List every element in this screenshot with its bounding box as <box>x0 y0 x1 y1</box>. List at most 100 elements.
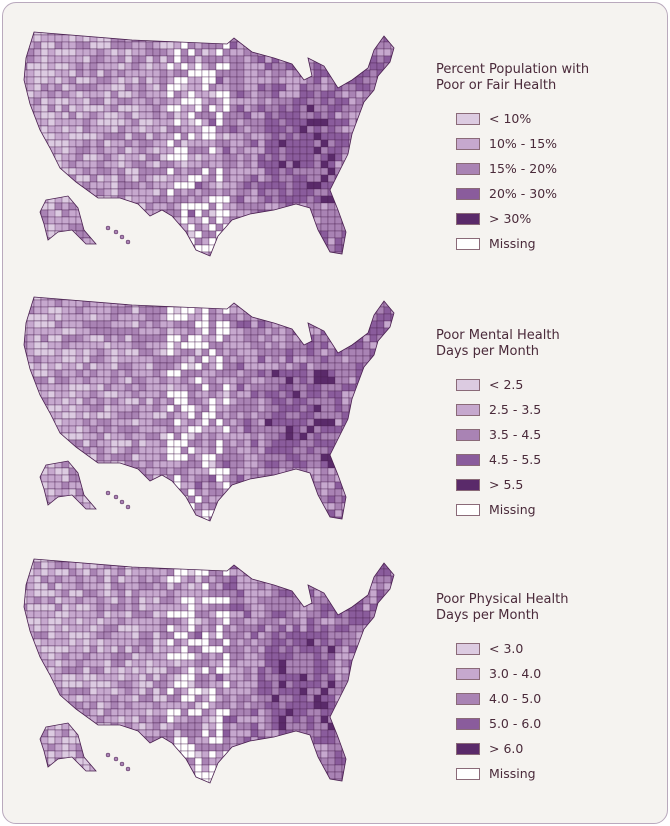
county <box>278 139 287 148</box>
county <box>390 327 394 336</box>
county <box>236 90 245 99</box>
county <box>327 118 336 127</box>
county <box>166 195 175 204</box>
county <box>398 496 405 503</box>
county <box>355 559 364 563</box>
county <box>187 209 196 218</box>
county <box>194 701 203 710</box>
county <box>180 167 189 176</box>
county <box>131 327 140 336</box>
county <box>341 559 350 563</box>
county <box>398 35 405 42</box>
county <box>369 216 378 225</box>
county <box>187 160 196 169</box>
county <box>271 488 280 497</box>
county <box>187 425 196 434</box>
county <box>306 34 315 43</box>
county <box>117 174 126 183</box>
county <box>306 488 315 497</box>
county <box>24 509 35 518</box>
county <box>187 97 196 106</box>
county <box>229 575 238 584</box>
county <box>355 561 364 570</box>
county <box>152 83 161 92</box>
county <box>138 666 147 675</box>
county <box>243 617 252 626</box>
county <box>348 327 357 336</box>
county <box>215 297 224 301</box>
county <box>180 439 189 448</box>
county <box>68 334 77 343</box>
county <box>89 297 105 301</box>
county <box>89 603 98 612</box>
county <box>398 91 405 98</box>
county <box>131 509 147 518</box>
county <box>138 495 147 504</box>
county <box>68 638 77 647</box>
county <box>117 202 126 211</box>
county <box>201 69 210 78</box>
county <box>166 589 175 598</box>
county <box>54 603 63 612</box>
county <box>33 48 42 57</box>
county <box>180 474 189 483</box>
county <box>355 297 364 301</box>
county <box>398 252 405 259</box>
county <box>369 516 378 521</box>
county <box>103 617 112 626</box>
county <box>278 327 287 336</box>
county <box>355 41 364 50</box>
county <box>89 680 98 689</box>
county <box>278 404 287 413</box>
county <box>68 327 77 336</box>
county <box>75 62 84 71</box>
county <box>362 209 371 218</box>
county <box>320 348 329 357</box>
county <box>89 83 98 92</box>
county <box>299 680 308 689</box>
county <box>26 418 35 427</box>
county <box>285 369 294 378</box>
county <box>117 582 126 591</box>
county <box>187 631 196 640</box>
county <box>68 306 77 315</box>
county <box>236 582 245 591</box>
county <box>334 341 343 350</box>
county <box>264 509 273 518</box>
county <box>341 624 350 633</box>
county <box>236 488 245 497</box>
county <box>208 638 217 647</box>
county <box>264 132 273 141</box>
county <box>376 97 385 106</box>
county <box>201 125 210 134</box>
county <box>306 244 315 253</box>
county <box>278 453 287 462</box>
county <box>320 631 329 640</box>
county <box>68 631 77 640</box>
county <box>215 362 224 371</box>
county <box>215 55 224 64</box>
county <box>243 446 252 455</box>
county <box>376 460 385 469</box>
county <box>117 708 126 717</box>
county <box>61 334 70 343</box>
county <box>285 174 294 183</box>
county <box>383 341 392 350</box>
county <box>96 624 105 633</box>
county <box>33 160 49 169</box>
county <box>243 659 252 668</box>
county <box>362 376 371 385</box>
county <box>152 589 161 598</box>
county <box>180 118 189 127</box>
county <box>334 62 343 71</box>
county <box>362 559 371 563</box>
county <box>89 174 98 183</box>
county <box>398 210 405 217</box>
county <box>103 125 112 134</box>
county <box>313 453 322 462</box>
county <box>292 439 301 448</box>
county <box>54 313 63 322</box>
county <box>278 481 287 490</box>
county <box>131 244 147 253</box>
county <box>145 666 154 675</box>
